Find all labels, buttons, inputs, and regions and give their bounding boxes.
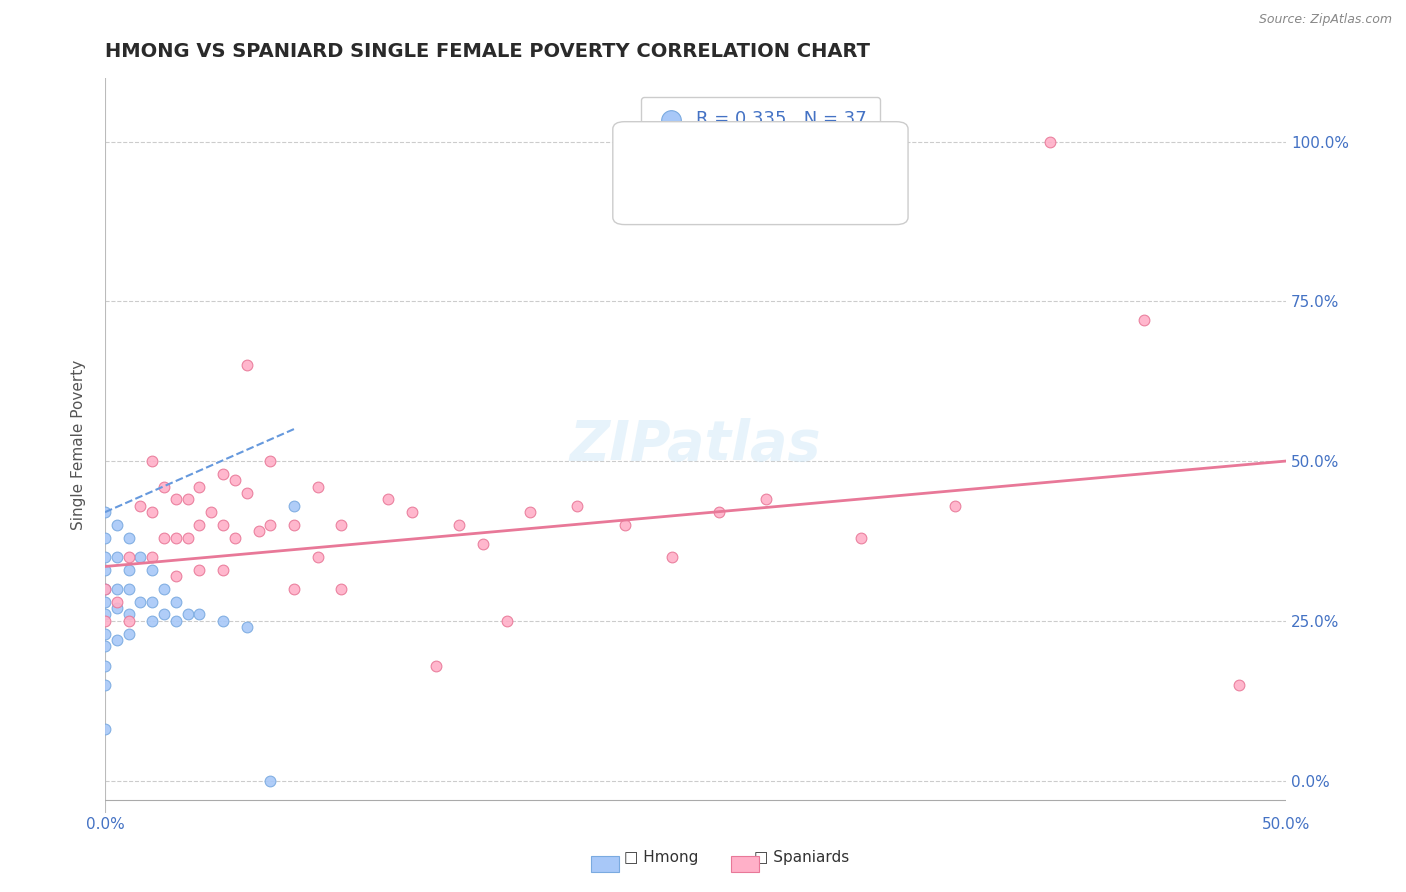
Point: [283, 518, 305, 533]
FancyBboxPatch shape: [613, 121, 908, 225]
Point: [188, 480, 211, 494]
Point: [200, 505, 222, 519]
Point: [105, 518, 128, 533]
Point: [259, 518, 281, 533]
Point: [165, 594, 187, 608]
Legend: R = 0.335   N = 37, R = 0.270   N = 53: R = 0.335 N = 37, R = 0.270 N = 53: [641, 97, 880, 166]
Point: [567, 499, 589, 513]
Point: [449, 518, 471, 533]
Point: [401, 505, 423, 519]
Point: [117, 549, 139, 564]
Point: [153, 582, 176, 596]
Point: [330, 582, 353, 596]
Point: [307, 549, 329, 564]
Point: [1039, 135, 1062, 149]
Point: [94, 531, 117, 545]
Point: [188, 563, 211, 577]
Point: [129, 549, 152, 564]
Text: □ Hmong: □ Hmong: [624, 850, 697, 865]
Point: [94, 563, 117, 577]
Point: [94, 640, 117, 654]
Point: [165, 614, 187, 628]
Point: [117, 563, 139, 577]
Point: [212, 614, 235, 628]
Point: [235, 620, 257, 634]
Point: [1227, 678, 1250, 692]
Y-axis label: Single Female Poverty: Single Female Poverty: [72, 360, 86, 530]
Point: [247, 524, 270, 539]
Point: [188, 518, 211, 533]
Point: [94, 658, 117, 673]
Point: [165, 492, 187, 507]
Point: [94, 594, 117, 608]
Point: [707, 505, 730, 519]
Point: [94, 549, 117, 564]
Point: [141, 549, 163, 564]
Text: ZIPatlas: ZIPatlas: [569, 418, 821, 472]
Point: [117, 614, 139, 628]
Point: [94, 614, 117, 628]
Point: [849, 531, 872, 545]
Text: HMONG VS SPANIARD SINGLE FEMALE POVERTY CORRELATION CHART: HMONG VS SPANIARD SINGLE FEMALE POVERTY …: [105, 42, 870, 61]
Point: [377, 492, 399, 507]
Point: [519, 505, 541, 519]
Point: [661, 549, 683, 564]
Point: [259, 454, 281, 468]
Point: [94, 582, 117, 596]
Point: [141, 454, 163, 468]
Point: [141, 594, 163, 608]
Point: [283, 582, 305, 596]
Point: [94, 626, 117, 640]
Point: [141, 505, 163, 519]
Point: [117, 531, 139, 545]
Point: [94, 607, 117, 622]
Point: [153, 531, 176, 545]
Point: [495, 614, 517, 628]
Point: [224, 531, 246, 545]
Point: [153, 607, 176, 622]
Text: □ Spaniards: □ Spaniards: [754, 850, 849, 865]
Point: [105, 582, 128, 596]
Point: [141, 563, 163, 577]
Point: [471, 537, 494, 551]
Point: [129, 594, 152, 608]
Point: [165, 569, 187, 583]
Point: [307, 480, 329, 494]
Point: [188, 607, 211, 622]
Point: [235, 486, 257, 500]
Point: [94, 678, 117, 692]
Point: [235, 358, 257, 372]
Point: [212, 467, 235, 481]
Point: [117, 582, 139, 596]
Point: [1133, 313, 1156, 327]
Point: [283, 499, 305, 513]
Point: [212, 518, 235, 533]
Point: [259, 773, 281, 788]
Point: [425, 658, 447, 673]
Point: [176, 607, 198, 622]
Point: [105, 632, 128, 647]
Point: [330, 518, 353, 533]
Point: [105, 594, 128, 608]
Point: [105, 601, 128, 615]
Point: [94, 723, 117, 737]
Point: [129, 499, 152, 513]
Point: [176, 492, 198, 507]
Point: [212, 563, 235, 577]
Point: [94, 582, 117, 596]
Point: [117, 626, 139, 640]
Point: [176, 531, 198, 545]
Point: [755, 492, 778, 507]
Point: [165, 531, 187, 545]
Point: [94, 505, 117, 519]
Point: [613, 518, 636, 533]
Point: [105, 549, 128, 564]
Point: [141, 614, 163, 628]
Point: [224, 473, 246, 487]
Point: [943, 499, 966, 513]
Text: Source: ZipAtlas.com: Source: ZipAtlas.com: [1258, 13, 1392, 27]
Point: [153, 480, 176, 494]
Point: [117, 607, 139, 622]
